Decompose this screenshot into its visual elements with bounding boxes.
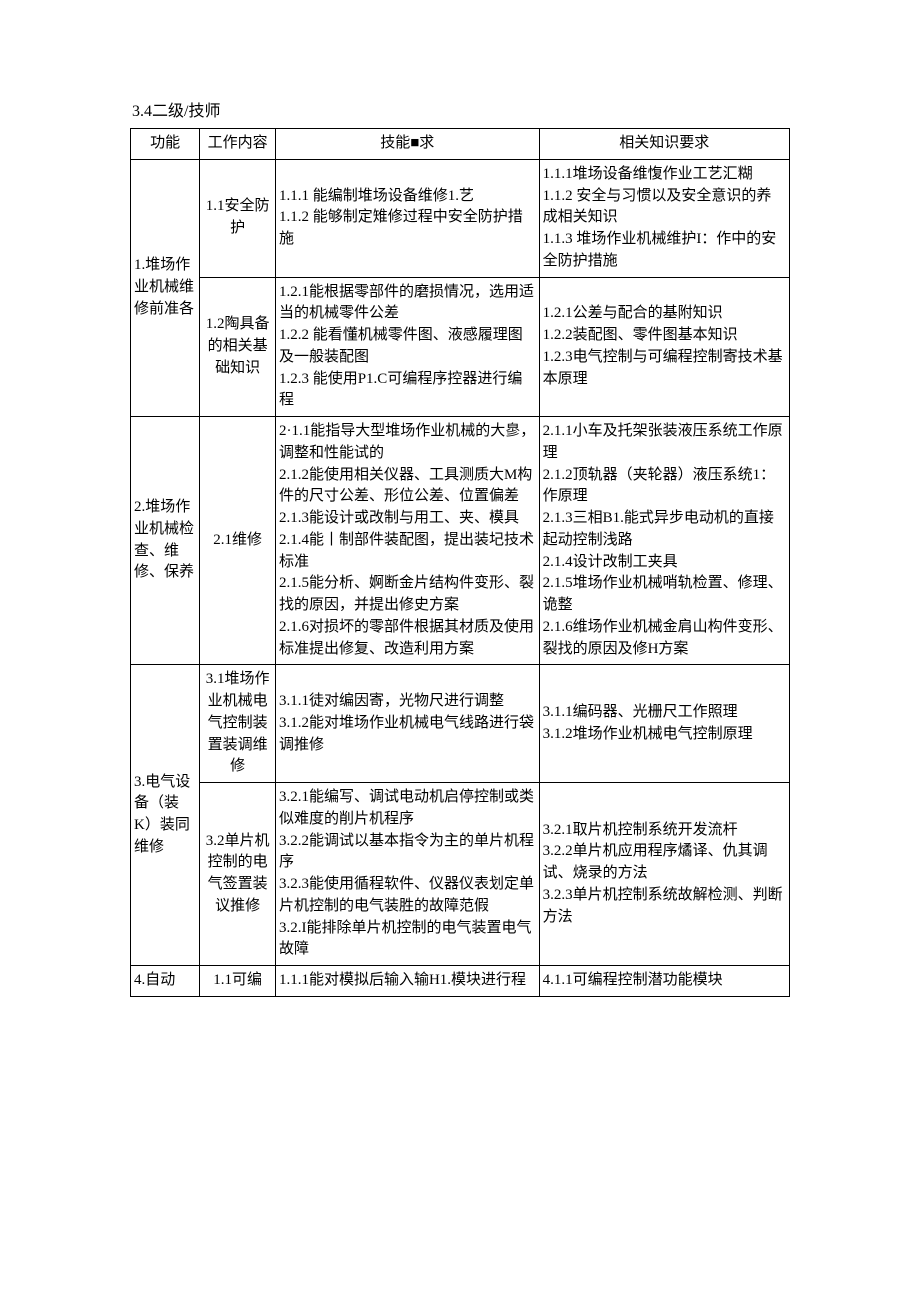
- cell-knowledge: 2.1.1小车及托架张装液压系统工作原理2.1.2顶轨器（夹轮器）液压系统1：作…: [539, 417, 789, 665]
- cell-content: 2.1维修: [200, 417, 276, 665]
- cell-content: 1.1安全防护: [200, 159, 276, 277]
- section-title: 3.4二级/技师: [130, 100, 790, 124]
- cell-knowledge: 1.2.1公差与配合的基附知识1.2.2装配图、零件图基本知识1.2.3电气控制…: [539, 277, 789, 417]
- table-row: 1.堆场作业机械维修前准各1.1安全防护1.1.1 能编制堆场设备维修1.艺1.…: [131, 159, 790, 277]
- cell-func: 2.堆场作业机械检查、维修、保养: [131, 417, 200, 665]
- cell-skill: 3.2.1能编写、调试电动机启停控制或类似难度的削片机程序3.2.2能调试以基本…: [275, 783, 539, 966]
- cell-content: 1.2陶具备的相关基础知识: [200, 277, 276, 417]
- cell-skill: 2·1.1能指导大型堆场作业机械的大㣎，调整和性能试的2.1.2能使用相关仪器、…: [275, 417, 539, 665]
- table-row: 3.2单片机控制的电气签置装议推修3.2.1能编写、调试电动机启停控制或类似难度…: [131, 783, 790, 966]
- cell-skill: 1.1.1能对模拟后输入输H1.模块进行程: [275, 966, 539, 997]
- cell-content: 3.1堆场作业机械电气控制装置装调维修: [200, 665, 276, 783]
- header-content: 工作内容: [200, 129, 276, 160]
- cell-func: 4.自动: [131, 966, 200, 997]
- header-knowledge: 相关知识要求: [539, 129, 789, 160]
- cell-knowledge: 1.1.1堆场设备维愎作业工艺汇糊1.1.2 安全与习惯以及安全意识的养成相关知…: [539, 159, 789, 277]
- table-row: 3.电气设备（装K）装同维修3.1堆场作业机械电气控制装置装调维修3.1.1徒对…: [131, 665, 790, 783]
- table-row: 4.自动1.1可编1.1.1能对模拟后输入输H1.模块进行程4.1.1可编程控制…: [131, 966, 790, 997]
- cell-knowledge: 4.1.1可编程控制潜功能模块: [539, 966, 789, 997]
- header-func: 功能: [131, 129, 200, 160]
- cell-skill: 1.2.1能根据零部件的磨损情况，选用适当的机械零件公差1.2.2 能看懂机械零…: [275, 277, 539, 417]
- cell-func: 1.堆场作业机械维修前准各: [131, 159, 200, 416]
- table-row: 2.堆场作业机械检查、维修、保养2.1维修2·1.1能指导大型堆场作业机械的大㣎…: [131, 417, 790, 665]
- cell-skill: 1.1.1 能编制堆场设备维修1.艺1.1.2 能够制定雉修过程中安全防护措施: [275, 159, 539, 277]
- header-skill: 技能■求: [275, 129, 539, 160]
- cell-skill: 3.1.1徒对编因寄，光物尺进行调整3.1.2能对堆场作业机械电气线路进行袋调推…: [275, 665, 539, 783]
- cell-func: 3.电气设备（装K）装同维修: [131, 665, 200, 966]
- table-header-row: 功能 工作内容 技能■求 相关知识要求: [131, 129, 790, 160]
- cell-content: 1.1可编: [200, 966, 276, 997]
- table-row: 1.2陶具备的相关基础知识1.2.1能根据零部件的磨损情况，选用适当的机械零件公…: [131, 277, 790, 417]
- cell-content: 3.2单片机控制的电气签置装议推修: [200, 783, 276, 966]
- cell-knowledge: 3.2.1取片机控制系统开发流杆3.2.2单片机应用程序燏译、仇其调试、烧录的方…: [539, 783, 789, 966]
- cell-knowledge: 3.1.1编码器、光栅尺工作照理3.1.2堆场作业机械电气控制原理: [539, 665, 789, 783]
- competency-table: 功能 工作内容 技能■求 相关知识要求 1.堆场作业机械维修前准各1.1安全防护…: [130, 128, 790, 997]
